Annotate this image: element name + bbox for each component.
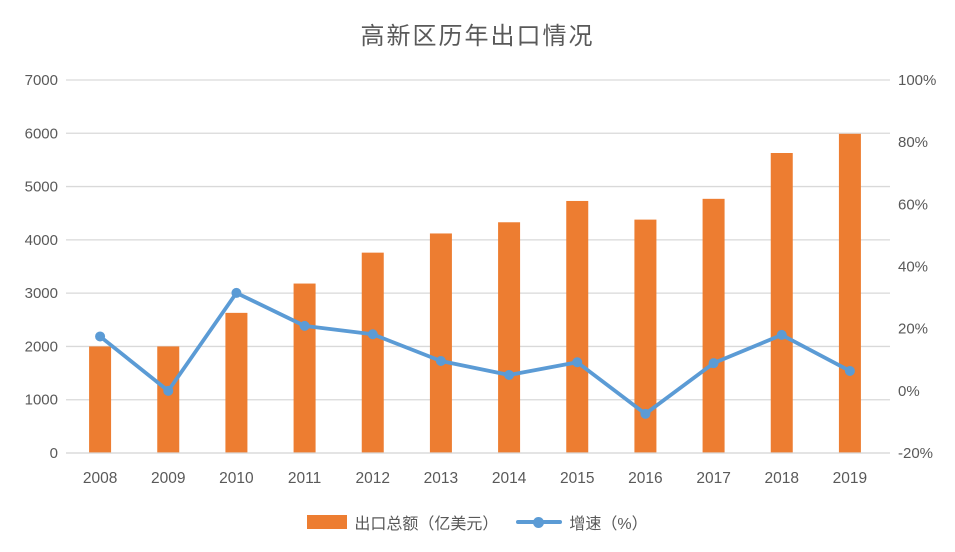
left-axis-tick-label: 0 — [50, 445, 58, 462]
x-axis-label-2009: 2009 — [151, 470, 185, 487]
bar-2008 — [89, 346, 112, 453]
bar-2011 — [293, 283, 316, 453]
growth-marker-2016 — [640, 408, 651, 419]
bar-series-swatch-icon — [307, 515, 348, 529]
bar-2014 — [498, 222, 521, 453]
line-swatch-marker-icon — [533, 517, 545, 528]
growth-marker-2018 — [776, 329, 787, 340]
right-axis-tick-label: -20% — [898, 445, 933, 462]
legend-label-export-total: 出口总额（亿美元） — [354, 516, 499, 533]
right-axis-tick-label: 40% — [898, 259, 928, 276]
x-axis-label-2012: 2012 — [356, 470, 390, 487]
line-series-swatch-icon — [516, 515, 563, 529]
right-axis-tick-label: 80% — [898, 134, 928, 151]
growth-line — [98, 291, 852, 416]
bar-2017 — [702, 198, 725, 453]
x-axis-label-2014: 2014 — [492, 470, 527, 487]
growth-marker-2014 — [504, 369, 515, 380]
legend-item-export-total: 出口总额（亿美元） — [307, 510, 498, 534]
growth-marker-2019 — [844, 365, 855, 376]
x-axis-label-2015: 2015 — [560, 470, 594, 487]
growth-marker-2009 — [163, 385, 174, 396]
bar-2009 — [157, 346, 180, 453]
x-axis-label-2011: 2011 — [288, 470, 321, 487]
growth-marker-2011 — [299, 320, 310, 331]
growth-marker-2017 — [708, 358, 719, 369]
bar-2012 — [361, 252, 384, 453]
left-axis-tick-label: 6000 — [25, 125, 58, 142]
left-axis-tick-label: 2000 — [25, 338, 58, 355]
bar-2016 — [634, 219, 657, 453]
legend-item-growth-rate: 增速（%） — [516, 510, 648, 534]
bar-2018 — [770, 153, 793, 453]
bar-2010 — [225, 312, 248, 453]
right-axis-tick-label: 20% — [898, 321, 928, 338]
bar-2015 — [566, 200, 589, 453]
right-axis-tick-label: 0% — [898, 383, 920, 400]
chart-plot-canvas: 0 1000 2000 3000 4000 5000 6000 7000 -20% 0% 20% 40… — [25, 72, 937, 487]
bar-2013 — [429, 233, 452, 453]
left-axis-tick-label: 3000 — [25, 285, 58, 302]
left-axis-tick-label: 4000 — [25, 232, 58, 249]
x-axis-label-2016: 2016 — [628, 470, 662, 487]
x-axis-label-2013: 2013 — [424, 470, 458, 487]
left-axis-tick-label: 5000 — [25, 179, 58, 196]
growth-marker-2015 — [572, 357, 583, 368]
x-axis-label-2017: 2017 — [696, 470, 730, 487]
x-axis-label-2008: 2008 — [83, 470, 117, 487]
right-axis-tick-label: 100% — [898, 72, 936, 89]
chart-title: 高新区历年出口情况 — [360, 24, 595, 50]
left-axis-tick-label: 7000 — [25, 72, 58, 89]
chart-legend: 出口总额（亿美元） 增速（%） — [0, 510, 955, 534]
growth-marker-2010 — [231, 287, 242, 298]
growth-marker-2013 — [435, 355, 446, 366]
x-axis-label-2010: 2010 — [219, 470, 254, 487]
x-axis-label-2018: 2018 — [765, 470, 799, 487]
bar-2019 — [838, 133, 861, 453]
growth-marker-2008 — [95, 331, 106, 342]
right-axis-tick-label: 60% — [898, 196, 928, 213]
legend-label-growth-rate: 增速（%） — [569, 516, 648, 533]
left-axis-tick-label: 1000 — [25, 392, 58, 409]
growth-marker-2012 — [367, 329, 378, 340]
x-axis-label-2019: 2019 — [833, 470, 867, 487]
